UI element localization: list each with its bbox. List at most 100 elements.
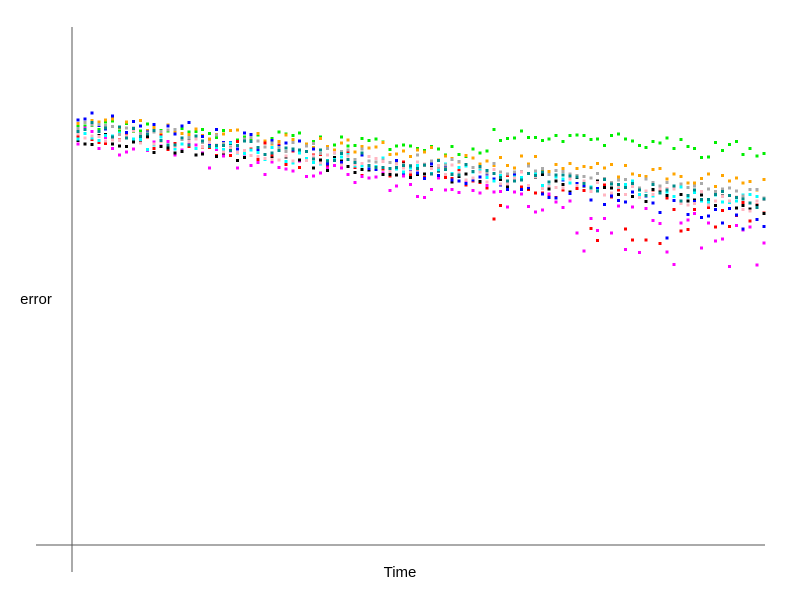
data-point [610, 191, 614, 195]
data-point [554, 196, 558, 200]
data-point [90, 134, 94, 138]
data-point [180, 148, 184, 152]
data-point [492, 128, 496, 131]
data-point [485, 175, 489, 179]
data-point [506, 164, 510, 168]
data-point [589, 166, 593, 170]
data-point [111, 119, 115, 123]
data-point [416, 166, 419, 170]
data-point [603, 143, 607, 147]
data-point [215, 135, 219, 139]
data-point [326, 146, 329, 150]
y-axis-label: error [20, 291, 52, 308]
data-point [270, 151, 274, 155]
data-point [436, 176, 440, 180]
data-point [520, 185, 523, 189]
data-point [416, 160, 419, 164]
data-point [492, 164, 496, 168]
data-point [409, 183, 413, 187]
data-point [346, 154, 350, 158]
data-point [575, 231, 579, 235]
data-point [173, 141, 177, 145]
data-point [478, 151, 482, 155]
data-point [76, 126, 80, 130]
data-point [540, 139, 544, 142]
data-point [270, 160, 274, 164]
data-point [284, 133, 288, 137]
data-point [360, 162, 364, 166]
data-point [679, 185, 683, 189]
data-point [637, 192, 641, 196]
data-point [492, 177, 496, 181]
data-point [166, 143, 170, 147]
data-point [714, 225, 717, 229]
data-point [526, 188, 530, 192]
data-point [125, 122, 128, 126]
data-point [131, 127, 135, 130]
data-point [291, 140, 295, 144]
data-point [111, 135, 115, 139]
data-point [561, 167, 565, 171]
data-point [540, 192, 544, 196]
data-point [443, 163, 447, 167]
data-point [222, 132, 225, 136]
data-point [603, 217, 607, 220]
data-point [256, 150, 260, 154]
data-point [145, 128, 149, 132]
data-point [700, 246, 704, 250]
data-point [298, 148, 302, 152]
data-point [707, 197, 711, 201]
data-point [568, 162, 572, 166]
data-point [436, 165, 440, 169]
data-point [485, 159, 489, 163]
data-point [83, 126, 87, 130]
data-point [152, 147, 156, 151]
data-point [693, 188, 697, 192]
data-point [319, 135, 322, 139]
data-point [83, 136, 87, 140]
data-point [720, 237, 724, 241]
data-point [596, 180, 600, 184]
data-point [145, 132, 149, 136]
data-point [256, 160, 260, 164]
data-point [499, 204, 503, 208]
data-point [97, 128, 101, 132]
data-point [138, 141, 142, 145]
data-point [506, 205, 510, 209]
data-point [679, 175, 683, 179]
data-point [242, 139, 246, 143]
data-point [298, 151, 302, 155]
data-point [485, 149, 489, 153]
data-point [693, 201, 697, 205]
data-point [305, 156, 309, 160]
data-point [402, 160, 406, 164]
data-point [700, 177, 704, 181]
data-point [118, 129, 122, 133]
data-point [658, 184, 662, 188]
data-point [478, 175, 482, 179]
data-point [284, 154, 288, 158]
data-point [339, 161, 343, 165]
data-point [284, 141, 288, 145]
data-point [568, 174, 572, 178]
data-point [76, 134, 80, 138]
data-point [353, 143, 357, 147]
data-point [90, 119, 94, 123]
data-point [637, 188, 641, 192]
data-point [734, 213, 738, 217]
data-point [402, 166, 406, 170]
data-point [672, 263, 676, 267]
data-point [714, 185, 717, 189]
data-point [457, 179, 461, 183]
data-point [360, 147, 364, 151]
data-point [249, 136, 253, 140]
data-point [513, 176, 516, 180]
data-point [603, 166, 607, 170]
data-point [582, 184, 586, 188]
data-point [499, 170, 503, 174]
data-point [235, 144, 239, 148]
data-point [360, 175, 364, 179]
data-point [450, 173, 454, 177]
data-point [215, 144, 219, 148]
